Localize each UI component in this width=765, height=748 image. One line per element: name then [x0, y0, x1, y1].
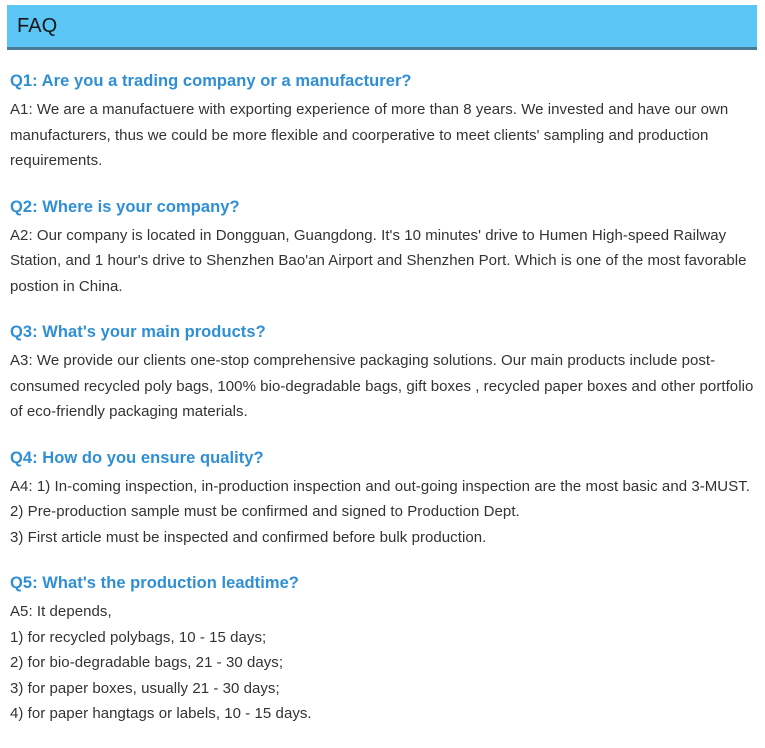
faq-answer-line: A3: We provide our clients one-stop comp… [10, 352, 754, 420]
faq-answer-line: 4) for paper hangtags or labels, 10 - 15… [10, 705, 312, 722]
faq-banner-title: FAQ [17, 15, 58, 37]
faq-item: Q1: Are you a trading company or a manuf… [10, 70, 755, 174]
faq-answer-line: 2) for bio-degradable bags, 21 - 30 days… [10, 654, 284, 671]
faq-answer-line: 2) Pre-production sample must be confirm… [10, 503, 520, 520]
faq-answer-line: A2: Our company is located in Dongguan, … [10, 226, 747, 295]
faq-item: Q3: What's your main products? A3: We pro… [10, 321, 755, 425]
faq-answer: A3: We provide our clients one-stop comp… [10, 348, 755, 425]
faq-item: Q5: What's the production leadtime? A5: I… [10, 572, 755, 727]
faq-answer-line: A4: 1) In-coming inspection, in-producti… [10, 477, 751, 495]
faq-question: Q3: What's your main products? [10, 323, 266, 341]
faq-answer-line: A1: We are a manufactuere with exporting… [10, 101, 729, 169]
faq-question: Q4: How do you ensure quality? [10, 448, 264, 467]
faq-list: Q1: Are you a trading company or a manuf… [10, 70, 755, 727]
faq-question: Q2: Where is your company? [10, 197, 240, 216]
faq-answer-line: A5: It depends, [10, 603, 112, 620]
faq-answer: A5: It depends, 1) for recycled polybags,… [10, 599, 755, 727]
faq-item: Q2: Where is your company? A2: Our compan… [10, 196, 755, 300]
faq-answer-line: 3) First article must be inspected and c… [10, 528, 487, 546]
faq-banner: FAQ [7, 5, 757, 50]
faq-answer: A2: Our company is located in Dongguan, … [10, 223, 755, 300]
faq-answer: A4: 1) In-coming inspection, in-producti… [10, 474, 755, 551]
faq-answer: A1: We are a manufactuere with exporting… [10, 97, 755, 174]
faq-answer-line: 3) for paper boxes, usually 21 - 30 days… [10, 679, 280, 697]
faq-question: Q1: Are you a trading company or a manuf… [10, 72, 412, 90]
faq-question: Q5: What's the production leadtime? [10, 574, 299, 592]
faq-item: Q4: How do you ensure quality? A4: 1) In-… [10, 447, 755, 551]
faq-answer-line: 1) for recycled polybags, 10 - 15 days; [10, 628, 267, 646]
